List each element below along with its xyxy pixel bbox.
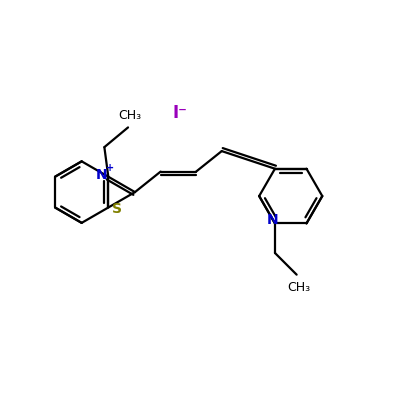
Text: S: S — [112, 202, 122, 216]
Text: CH₃: CH₃ — [118, 108, 142, 122]
Text: +: + — [106, 163, 114, 173]
Text: N: N — [95, 168, 107, 182]
Text: I⁻: I⁻ — [173, 104, 188, 122]
Text: N: N — [267, 213, 279, 227]
Text: CH₃: CH₃ — [287, 280, 310, 294]
